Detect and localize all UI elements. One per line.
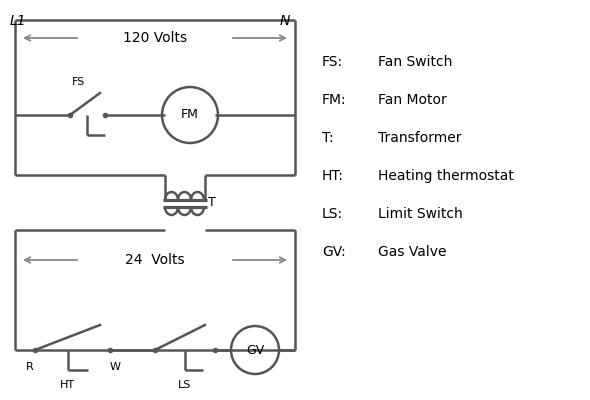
Text: 24  Volts: 24 Volts [125, 253, 185, 267]
Text: FM:: FM: [322, 93, 347, 107]
Text: W: W [110, 362, 120, 372]
Text: T: T [208, 196, 216, 210]
Text: R: R [26, 362, 34, 372]
Text: Transformer: Transformer [378, 131, 461, 145]
Text: N: N [280, 14, 290, 28]
Text: T:: T: [322, 131, 333, 145]
Text: LS: LS [178, 380, 192, 390]
Text: Fan Motor: Fan Motor [378, 93, 447, 107]
Text: 120 Volts: 120 Volts [123, 31, 187, 45]
Text: GV:: GV: [322, 245, 346, 259]
Text: HT:: HT: [322, 169, 344, 183]
Text: Limit Switch: Limit Switch [378, 207, 463, 221]
Text: GV: GV [246, 344, 264, 356]
Text: Heating thermostat: Heating thermostat [378, 169, 514, 183]
Text: Fan Switch: Fan Switch [378, 55, 453, 69]
Text: Gas Valve: Gas Valve [378, 245, 447, 259]
Text: HT: HT [60, 380, 75, 390]
Text: FM: FM [181, 108, 199, 122]
Text: FS: FS [72, 77, 85, 87]
Text: LS:: LS: [322, 207, 343, 221]
Text: FS:: FS: [322, 55, 343, 69]
Text: L1: L1 [10, 14, 27, 28]
